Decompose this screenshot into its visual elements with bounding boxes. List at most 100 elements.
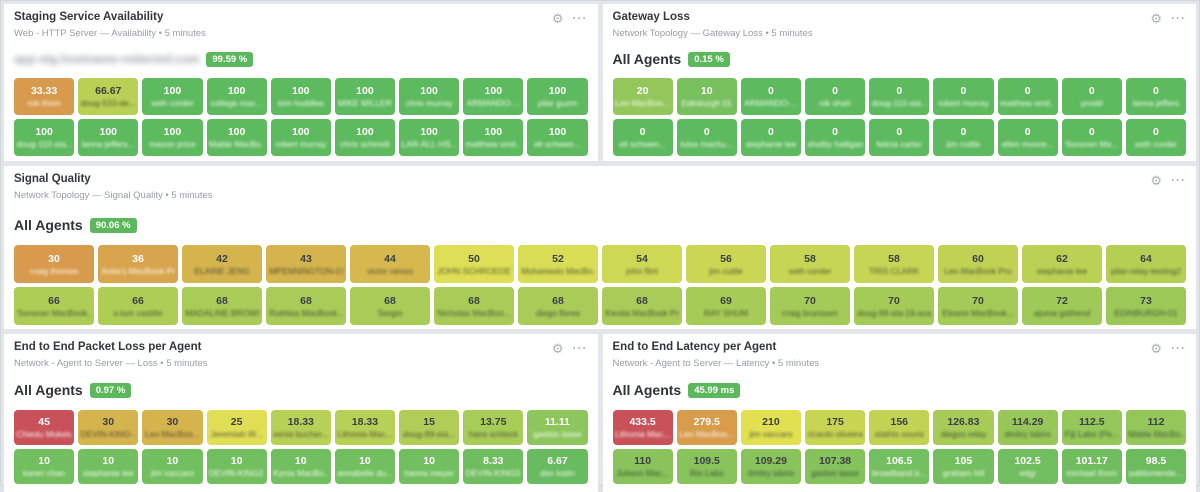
agent-tile[interactable]: 60 Leo MacBook Pro <box>938 245 1018 283</box>
agent-tile[interactable]: 114.29 dmitry labno <box>997 410 1058 445</box>
agent-tile[interactable]: 100 chris schmidt <box>334 119 396 156</box>
agent-tile[interactable]: 50 JOHN SCHROEDER <box>434 245 514 283</box>
agent-tile[interactable]: 101.17 michael thorn <box>1061 449 1122 484</box>
agent-tile[interactable]: 100 college mac... <box>206 78 267 115</box>
more-options-icon[interactable]: ··· <box>572 11 588 25</box>
agent-tile[interactable]: 43 MPENNINGTON-01 <box>266 245 346 283</box>
agent-tile[interactable]: 68 diego flores <box>518 287 598 325</box>
settings-gear-icon[interactable]: ⚙ <box>1150 341 1162 356</box>
agent-tile[interactable]: 0 doug-110-sta... <box>869 78 930 115</box>
settings-gear-icon[interactable]: ⚙ <box>551 11 564 26</box>
agent-tile[interactable]: 0 ellen moore... <box>997 119 1058 156</box>
agent-tile[interactable]: 10 annabelle du... <box>334 449 396 484</box>
agent-tile[interactable]: 10 jim vaccaro <box>142 449 203 484</box>
agent-tile[interactable]: 30 DEVIN-KING-... <box>78 410 139 445</box>
agent-tile[interactable]: 0 jim cuttle <box>933 119 994 156</box>
agent-tile[interactable]: 100 Mable MacBo... <box>206 119 267 156</box>
agent-tile[interactable]: 68 Ruthliss MacBook... <box>266 287 346 325</box>
agent-tile[interactable]: 30 craig thomas <box>14 245 94 283</box>
agent-tile[interactable]: 100 MIKE MILLER <box>334 78 396 115</box>
agent-tile[interactable]: 10 karen chan <box>14 449 75 484</box>
agent-tile[interactable]: 100 eli schwen... <box>527 119 588 156</box>
agent-tile[interactable]: 98.5 pablomende... <box>1125 449 1187 484</box>
agent-tile[interactable]: 10 stephanie lee <box>78 449 139 484</box>
agent-tile[interactable]: 100 robert murray <box>270 119 331 156</box>
agent-tile[interactable]: 100 mason price <box>142 119 203 156</box>
agent-tile[interactable]: 107.38 gaston lasse <box>805 449 866 484</box>
agent-tile[interactable]: 175 ricardo oliveira <box>805 410 866 445</box>
agent-tile[interactable]: 18.33 Lithonia Mac... <box>334 410 396 445</box>
agent-tile[interactable]: 70 doug-99-sta-19-aus... <box>854 287 934 325</box>
agent-tile[interactable]: 0 ARMANDO-... <box>740 78 802 115</box>
agent-tile[interactable]: 0 felicia carter <box>869 119 930 156</box>
settings-gear-icon[interactable]: ⚙ <box>1150 173 1162 188</box>
agent-tile[interactable]: 10 Kyros MacBo... <box>270 449 331 484</box>
agent-tile[interactable]: 0 nik shah <box>805 78 866 115</box>
more-options-icon[interactable]: ··· <box>1171 341 1186 355</box>
agent-tile[interactable]: 112.5 Fiji Labs (Pe... <box>1061 410 1122 445</box>
agent-tile[interactable]: 102.5 edgi <box>997 449 1058 484</box>
agent-tile[interactable]: 66 s-lum castillo <box>98 287 178 325</box>
agent-tile[interactable]: 112 Mable MacBo... <box>1125 410 1187 445</box>
agent-tile[interactable]: 8.33 DEVIN-KING3... <box>463 449 524 484</box>
agent-tile[interactable]: 279.5 Leo MacBoo... <box>676 410 737 445</box>
agent-tile[interactable]: 62 stephanie lee <box>1022 245 1102 283</box>
more-options-icon[interactable]: ··· <box>572 341 588 355</box>
agent-tile[interactable]: 126.83 diegos relay <box>933 410 994 445</box>
agent-tile[interactable]: 44 victor ramos <box>350 245 430 283</box>
agent-tile[interactable]: 11.11 gaston lasse <box>527 410 588 445</box>
agent-tile[interactable]: 66 Sonoran MacBook... <box>14 287 94 325</box>
agent-tile[interactable]: 156 stathis souris <box>869 410 930 445</box>
agent-tile[interactable]: 100 matthew smit... <box>463 119 524 156</box>
agent-tile[interactable]: 109.5 Rio Labs <box>676 449 737 484</box>
agent-tile[interactable]: 10 Edinburgh 01 <box>676 78 737 115</box>
settings-gear-icon[interactable]: ⚙ <box>1150 11 1162 26</box>
agent-tile[interactable]: 109.29 dmitry labno <box>740 449 802 484</box>
agent-tile[interactable]: 36 Anita's MacBook Pro <box>98 245 178 283</box>
agent-tile[interactable]: 70 Eleano MacBook... <box>938 287 1018 325</box>
agent-tile[interactable]: 0 Sonoran Ma... <box>1061 119 1122 156</box>
agent-tile[interactable]: 6.67 dan katin <box>527 449 588 484</box>
agent-tile[interactable]: 106.5 broadband b... <box>869 449 930 484</box>
agent-tile[interactable]: 10 hanna meyer <box>399 449 460 484</box>
agent-tile[interactable]: 33.33 rob thom <box>14 78 75 115</box>
agent-tile[interactable]: 100 pilar guzm <box>527 78 588 115</box>
agent-tile[interactable]: 18.33 xenia bucher... <box>270 410 331 445</box>
agent-tile[interactable]: 10 DEVIN-KING2... <box>206 449 267 484</box>
agent-tile[interactable]: 45 Chiedu Mokelu <box>14 410 75 445</box>
agent-tile[interactable]: 42 ELAINE JENG <box>182 245 262 283</box>
settings-gear-icon[interactable]: ⚙ <box>551 341 564 356</box>
agent-tile[interactable]: 100 seth corder <box>142 78 203 115</box>
agent-tile[interactable]: 105 graham hill <box>933 449 994 484</box>
agent-tile[interactable]: 0 luisa machu... <box>676 119 737 156</box>
agent-tile[interactable]: 100 chris murray <box>399 78 460 115</box>
agent-tile[interactable]: 73 EDINBURGH-01 <box>1106 287 1186 325</box>
agent-tile[interactable]: 0 shelby halligan <box>805 119 866 156</box>
agent-tile[interactable]: 68 Kerala MacBook Pro <box>602 287 682 325</box>
more-options-icon[interactable]: ··· <box>1171 11 1186 25</box>
more-options-icon[interactable]: ··· <box>1171 173 1186 187</box>
agent-tile[interactable]: 15 doug-99-sta... <box>399 410 460 445</box>
agent-tile[interactable]: 433.5 Lithonia Mac... <box>612 410 673 445</box>
agent-tile[interactable]: 0 eli schwen... <box>612 119 673 156</box>
agent-tile[interactable]: 25 Jeremiah W... <box>206 410 267 445</box>
agent-tile[interactable]: 70 craig brunssen <box>770 287 850 325</box>
agent-tile[interactable]: 72 ajuma gathend <box>1022 287 1102 325</box>
agent-tile[interactable]: 100 doug-110-sta... <box>14 119 75 156</box>
agent-tile[interactable]: 52 Mohamedo MacBo... <box>518 245 598 283</box>
agent-tile[interactable]: 30 Leo MacBoo... <box>142 410 203 445</box>
agent-tile[interactable]: 58 seth corder <box>770 245 850 283</box>
agent-tile[interactable]: 110 Juliano Mac... <box>612 449 673 484</box>
agent-tile[interactable]: 68 Sergio <box>350 287 430 325</box>
agent-tile[interactable]: 100 ARMANDO-... <box>463 78 524 115</box>
agent-tile[interactable]: 0 prodd <box>1061 78 1122 115</box>
agent-tile[interactable]: 69 RAY SHUM <box>686 287 766 325</box>
agent-tile[interactable]: 56 jim cuttle <box>686 245 766 283</box>
agent-tile[interactable]: 0 lanna jeffers <box>1125 78 1187 115</box>
agent-tile[interactable]: 0 robert murray <box>933 78 994 115</box>
agent-tile[interactable]: 210 jim vaccaro <box>740 410 802 445</box>
agent-tile[interactable]: 0 matthew smit... <box>997 78 1058 115</box>
agent-tile[interactable]: 100 LAR-ALL-HS... <box>399 119 460 156</box>
agent-tile[interactable]: 20 Leo MacBoo... <box>612 78 673 115</box>
